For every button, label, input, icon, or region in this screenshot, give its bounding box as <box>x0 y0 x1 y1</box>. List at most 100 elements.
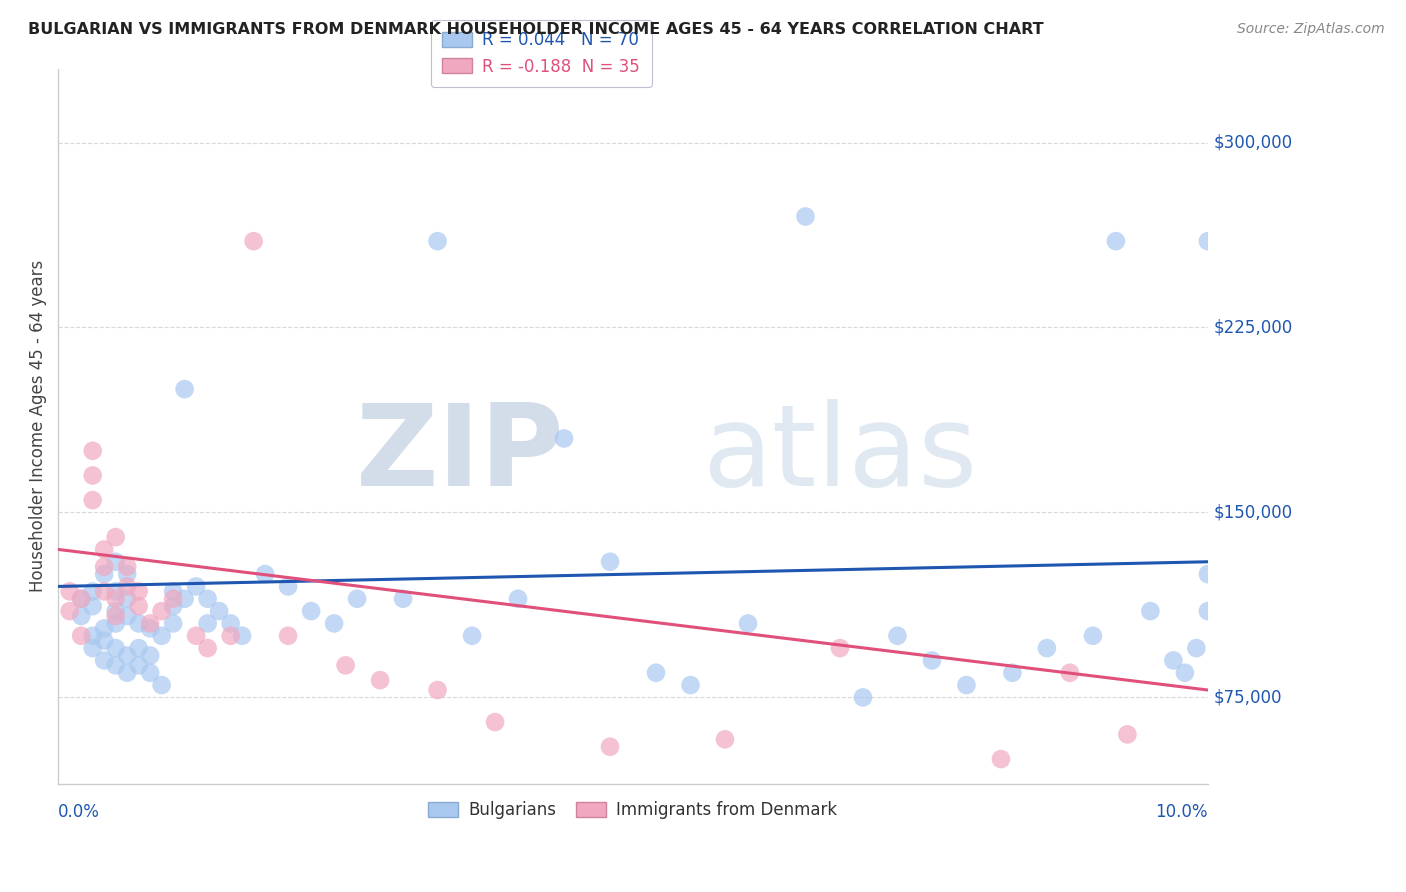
Point <box>219 629 242 643</box>
Point <box>461 629 484 643</box>
Y-axis label: Householder Income Ages 45 - 64 years: Householder Income Ages 45 - 64 years <box>30 260 46 592</box>
Point <box>886 629 908 643</box>
Point <box>231 629 253 643</box>
Point <box>82 641 104 656</box>
Point <box>368 673 391 688</box>
Point <box>219 616 242 631</box>
Text: $75,000: $75,000 <box>1213 689 1282 706</box>
Point <box>104 604 127 618</box>
Point <box>82 599 104 614</box>
Point <box>115 665 138 680</box>
Point <box>1036 641 1059 656</box>
Text: $150,000: $150,000 <box>1213 503 1292 522</box>
Text: $225,000: $225,000 <box>1213 318 1294 336</box>
Point <box>93 633 115 648</box>
Point <box>645 665 668 680</box>
Point <box>335 658 357 673</box>
Point <box>115 579 138 593</box>
Point <box>828 641 851 656</box>
Point <box>1197 604 1219 618</box>
Point <box>794 210 817 224</box>
Point <box>82 629 104 643</box>
Point <box>139 621 162 635</box>
Point <box>93 567 115 582</box>
Point <box>1197 234 1219 248</box>
Point <box>346 591 368 606</box>
Point <box>162 591 184 606</box>
Point <box>70 629 93 643</box>
Point <box>104 591 127 606</box>
Point <box>392 591 415 606</box>
Point <box>254 567 277 582</box>
Text: ZIP: ZIP <box>356 400 564 510</box>
Point <box>150 604 173 618</box>
Point <box>59 604 82 618</box>
Point <box>128 641 150 656</box>
Point <box>184 629 207 643</box>
Point <box>162 616 184 631</box>
Point <box>990 752 1012 766</box>
Point <box>104 641 127 656</box>
Point <box>93 584 115 599</box>
Point <box>93 653 115 667</box>
Point <box>737 616 759 631</box>
Point <box>115 567 138 582</box>
Point <box>1059 665 1081 680</box>
Point <box>128 584 150 599</box>
Point <box>197 616 219 631</box>
Point <box>128 599 150 614</box>
Point <box>93 621 115 635</box>
Point <box>104 616 127 631</box>
Text: BULGARIAN VS IMMIGRANTS FROM DENMARK HOUSEHOLDER INCOME AGES 45 - 64 YEARS CORRE: BULGARIAN VS IMMIGRANTS FROM DENMARK HOU… <box>28 22 1043 37</box>
Point <box>82 493 104 508</box>
Point <box>70 591 93 606</box>
Point <box>115 648 138 663</box>
Text: atlas: atlas <box>702 400 977 510</box>
Point <box>70 609 93 624</box>
Point <box>82 584 104 599</box>
Point <box>197 591 219 606</box>
Point <box>208 604 231 618</box>
Point <box>139 648 162 663</box>
Point <box>82 468 104 483</box>
Point <box>426 683 449 698</box>
Text: 0.0%: 0.0% <box>58 804 100 822</box>
Point <box>93 542 115 557</box>
Point <box>921 653 943 667</box>
Point <box>104 530 127 544</box>
Point <box>1197 567 1219 582</box>
Point <box>679 678 702 692</box>
Point <box>93 559 115 574</box>
Point <box>197 641 219 656</box>
Point <box>139 616 162 631</box>
Point <box>955 678 977 692</box>
Point <box>104 658 127 673</box>
Point <box>115 609 138 624</box>
Text: 10.0%: 10.0% <box>1156 804 1208 822</box>
Point <box>128 616 150 631</box>
Point <box>162 599 184 614</box>
Point <box>1185 641 1208 656</box>
Point <box>852 690 875 705</box>
Point <box>599 739 621 754</box>
Point <box>115 591 138 606</box>
Point <box>299 604 322 618</box>
Point <box>128 658 150 673</box>
Point <box>1116 727 1139 741</box>
Point <box>150 678 173 692</box>
Point <box>139 665 162 680</box>
Point <box>1163 653 1185 667</box>
Point <box>714 732 737 747</box>
Point <box>277 629 299 643</box>
Point <box>59 584 82 599</box>
Point <box>1174 665 1197 680</box>
Point <box>553 432 575 446</box>
Point <box>426 234 449 248</box>
Point <box>277 579 299 593</box>
Point <box>82 443 104 458</box>
Legend: Bulgarians, Immigrants from Denmark: Bulgarians, Immigrants from Denmark <box>422 794 844 825</box>
Text: $300,000: $300,000 <box>1213 134 1292 152</box>
Point <box>173 591 195 606</box>
Point <box>506 591 529 606</box>
Point <box>242 234 264 248</box>
